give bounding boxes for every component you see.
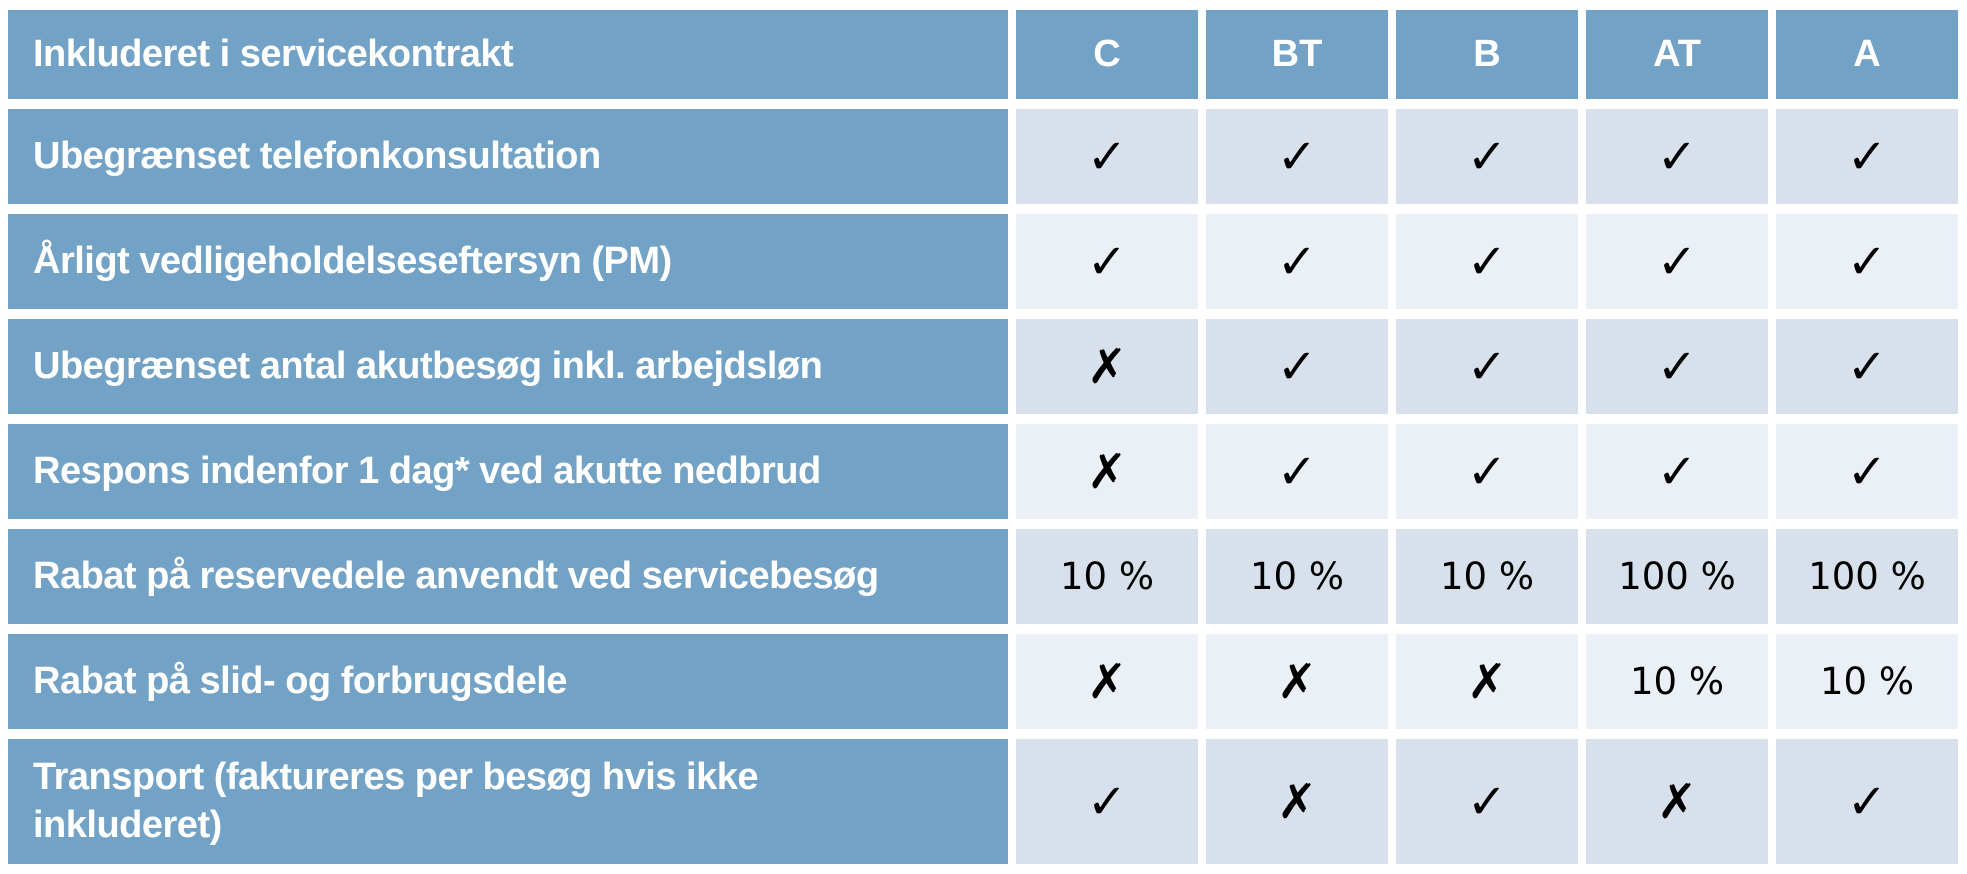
value-cell: 10 % — [1206, 529, 1388, 624]
check-icon: ✓ — [1396, 424, 1578, 519]
row-label-text: Respons indenfor 1 dag* ved akutte nedbr… — [33, 449, 821, 492]
value-cell: 10 % — [1016, 529, 1198, 624]
table-grid: Inkluderet i servicekontrakt C BT B AT A Ubeg… — [8, 10, 1959, 864]
check-icon: ✓ — [1776, 739, 1958, 864]
check-icon: ✓ — [1206, 424, 1388, 519]
row-label: Transport (faktureres per besøg hvis ikk… — [8, 739, 1008, 864]
value-cell: 100 % — [1776, 529, 1958, 624]
row-label-text: Årligt vedligeholdelseseftersyn (PM) — [33, 239, 672, 282]
cross-icon: ✗ — [1206, 739, 1388, 864]
check-icon: ✓ — [1016, 109, 1198, 204]
column-header-c: C — [1016, 10, 1198, 99]
cross-icon: ✗ — [1586, 739, 1768, 864]
row-label-text: Rabat på slid- og forbrugsdele — [33, 659, 567, 702]
table-title-cell: Inkluderet i servicekontrakt — [8, 10, 1008, 99]
row-label-text: Ubegrænset antal akutbesøg inkl. arbejds… — [33, 344, 823, 387]
check-icon: ✓ — [1396, 109, 1578, 204]
row-label: Ubegrænset antal akutbesøg inkl. arbejds… — [8, 319, 1008, 414]
row-label: Respons indenfor 1 dag* ved akutte nedbr… — [8, 424, 1008, 519]
cross-icon: ✗ — [1016, 319, 1198, 414]
check-icon: ✓ — [1776, 319, 1958, 414]
check-icon: ✓ — [1586, 319, 1768, 414]
row-label-text: Ubegrænset telefonkonsultation — [33, 134, 601, 177]
cross-icon: ✗ — [1016, 424, 1198, 519]
check-icon: ✓ — [1586, 424, 1768, 519]
table-title: Inkluderet i servicekontrakt — [33, 32, 514, 75]
check-icon: ✓ — [1396, 319, 1578, 414]
row-label: Rabat på reservedele anvendt ved service… — [8, 529, 1008, 624]
check-icon: ✓ — [1586, 109, 1768, 204]
check-icon: ✓ — [1776, 424, 1958, 519]
check-icon: ✓ — [1206, 109, 1388, 204]
check-icon: ✓ — [1396, 739, 1578, 864]
value-cell: 100 % — [1586, 529, 1768, 624]
check-icon: ✓ — [1016, 739, 1198, 864]
check-icon: ✓ — [1586, 214, 1768, 309]
row-label: Årligt vedligeholdelseseftersyn (PM) — [8, 214, 1008, 309]
check-icon: ✓ — [1206, 319, 1388, 414]
check-icon: ✓ — [1776, 214, 1958, 309]
row-label-text: Transport (faktureres per besøg hvis ikk… — [33, 756, 759, 846]
row-label: Rabat på slid- og forbrugsdele — [8, 634, 1008, 729]
row-label: Ubegrænset telefonkonsultation — [8, 109, 1008, 204]
check-icon: ✓ — [1016, 214, 1198, 309]
cross-icon: ✗ — [1396, 634, 1578, 729]
check-icon: ✓ — [1206, 214, 1388, 309]
cross-icon: ✗ — [1206, 634, 1388, 729]
check-icon: ✓ — [1396, 214, 1578, 309]
column-header-at: AT — [1586, 10, 1768, 99]
column-header-bt: BT — [1206, 10, 1388, 99]
column-header-b: B — [1396, 10, 1578, 99]
value-cell: 10 % — [1396, 529, 1578, 624]
value-cell: 10 % — [1776, 634, 1958, 729]
row-label-text: Rabat på reservedele anvendt ved service… — [33, 554, 879, 597]
value-cell: 10 % — [1586, 634, 1768, 729]
column-header-a: A — [1776, 10, 1958, 99]
cross-icon: ✗ — [1016, 634, 1198, 729]
check-icon: ✓ — [1776, 109, 1958, 204]
